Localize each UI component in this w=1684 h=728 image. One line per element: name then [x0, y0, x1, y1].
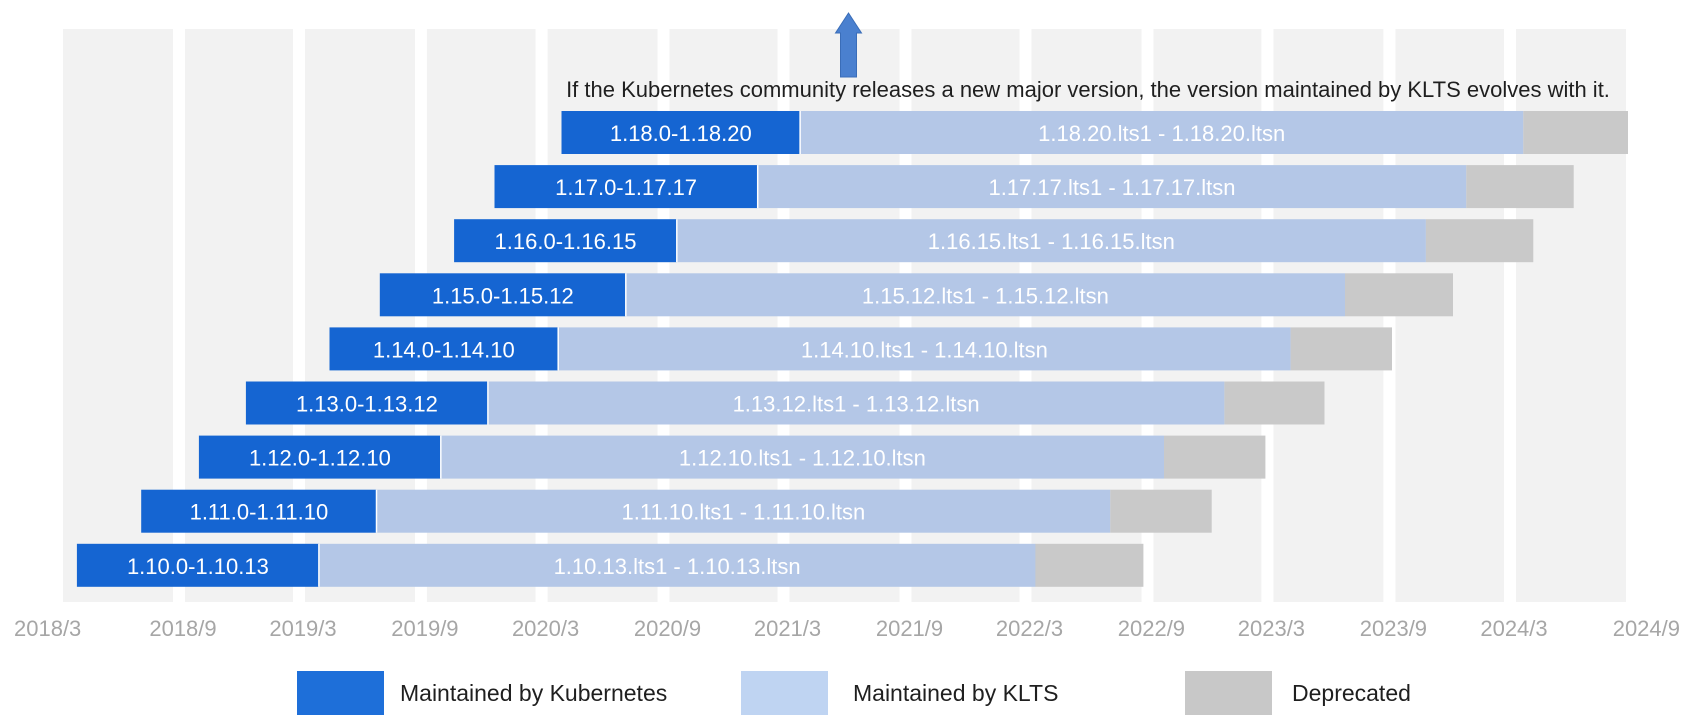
x-tick-label: 2021/9: [876, 616, 943, 641]
legend-item-klts: Maintained by KLTS: [741, 669, 1058, 717]
bar-row: 1.11.0-1.11.10 1.11.10.lts1 - 1.11.10.lts…: [141, 489, 1212, 533]
x-tick-label: 2021/3: [754, 616, 821, 641]
bar-klts: [558, 327, 1291, 371]
bars: 1.18.0-1.18.20 1.18.20.lts1 - 1.18.20.lts…: [76, 111, 1628, 587]
x-tick-label: 2024/3: [1480, 616, 1547, 641]
bar-row: 1.17.0-1.17.17 1.17.17.lts1 - 1.17.17.lts…: [494, 165, 1574, 209]
x-tick-label: 2022/9: [1118, 616, 1185, 641]
bar-row: 1.10.0-1.10.13 1.10.13.lts1 - 1.10.13.lts…: [76, 543, 1144, 587]
legend-item-kubernetes: Maintained by Kubernetes: [297, 669, 667, 717]
x-tick-label: 2018/3: [14, 616, 81, 641]
bar-label-kubernetes: 1.14.0-1.14.10: [373, 337, 515, 362]
bar-row: 1.18.0-1.18.20 1.18.20.lts1 - 1.18.20.lts…: [561, 111, 1628, 154]
legend-label-kubernetes: Maintained by Kubernetes: [400, 679, 668, 706]
bar-label-klts: 1.10.13.lts1 - 1.10.13.ltsn: [554, 554, 801, 579]
bar-kubernetes: [245, 381, 488, 425]
x-tick-label: 2023/3: [1238, 616, 1305, 641]
bar-label-kubernetes: 1.18.0-1.18.20: [610, 121, 752, 146]
bar-deprecated: [1345, 273, 1453, 317]
bar-label-klts: 1.12.10.lts1 - 1.12.10.ltsn: [679, 446, 926, 471]
bar-kubernetes: [494, 165, 758, 209]
annotation-text: If the Kubernetes community releases a n…: [566, 77, 1610, 102]
bar-row: 1.15.0-1.15.12 1.15.12.lts1 - 1.15.12.lts…: [379, 273, 1453, 317]
legend-swatch-kubernetes: [297, 671, 384, 715]
bar-kubernetes: [379, 273, 626, 317]
bar-klts: [625, 273, 1345, 317]
bar-klts: [676, 219, 1426, 263]
bar-deprecated: [1290, 327, 1392, 371]
bar-row: 1.12.0-1.12.10 1.12.10.lts1 - 1.12.10.lts…: [198, 435, 1266, 479]
bar-kubernetes: [76, 543, 319, 587]
bar-deprecated: [1425, 219, 1534, 263]
bar-row: 1.16.0-1.16.15 1.16.15.lts1 - 1.16.15.lts…: [454, 219, 1534, 263]
bar-klts: [376, 489, 1111, 533]
bar-klts: [757, 165, 1467, 209]
x-tick-label: 2018/9: [149, 616, 216, 641]
bar-deprecated: [1035, 543, 1144, 587]
bar-label-klts: 1.11.10.lts1 - 1.11.10.ltsn: [622, 500, 866, 525]
bar-row: 1.14.0-1.14.10 1.14.10.lts1 - 1.14.10.lts…: [329, 327, 1392, 371]
bar-label-klts: 1.16.15.lts1 - 1.16.15.ltsn: [928, 229, 1175, 254]
legend-label-deprecated: Deprecated: [1292, 679, 1411, 706]
x-tick-label: 2019/3: [269, 616, 336, 641]
bar-kubernetes: [141, 489, 377, 533]
bar-klts: [800, 111, 1524, 154]
bar-label-kubernetes: 1.13.0-1.13.12: [296, 392, 438, 417]
bar-kubernetes: [561, 111, 801, 154]
x-tick-label: 2023/9: [1360, 616, 1427, 641]
bar-klts: [487, 381, 1225, 425]
bar-deprecated: [1164, 435, 1266, 479]
bar-klts: [440, 435, 1164, 479]
up-arrow-shape: [834, 12, 863, 78]
bar-label-klts: 1.14.10.lts1 - 1.14.10.ltsn: [801, 337, 1048, 362]
bar-label-klts: 1.17.17.lts1 - 1.17.17.ltsn: [988, 175, 1235, 200]
x-tick-label: 2019/9: [391, 616, 458, 641]
x-tick-label: 2020/3: [512, 616, 579, 641]
x-axis-ticks: 2018/3 2018/9 2019/3 2019/9 2020/3 2020/9 2021…: [14, 616, 1680, 641]
bar-deprecated: [1224, 381, 1325, 425]
bar-deprecated: [1466, 165, 1574, 209]
bar-kubernetes: [329, 327, 559, 371]
legend-item-deprecated: Deprecated: [1185, 669, 1411, 717]
bar-label-kubernetes: 1.12.0-1.12.10: [249, 446, 391, 471]
bar-klts: [318, 543, 1036, 587]
bar-kubernetes: [198, 435, 441, 479]
x-tick-label: 2022/3: [996, 616, 1063, 641]
x-tick-label: 2024/9: [1613, 616, 1680, 641]
up-arrow-icon: [834, 12, 863, 78]
bar-label-kubernetes: 1.17.0-1.17.17: [555, 175, 697, 200]
x-tick-label: 2020/9: [634, 616, 701, 641]
bar-deprecated: [1523, 111, 1628, 154]
bar-deprecated: [1110, 489, 1212, 533]
bar-label-kubernetes: 1.11.0-1.11.10: [190, 500, 329, 525]
legend: Maintained by Kubernetes Maintained by K…: [0, 669, 1684, 717]
bar-label-klts: 1.13.12.lts1 - 1.13.12.ltsn: [733, 392, 980, 417]
bar-label-klts: 1.18.20.lts1 - 1.18.20.ltsn: [1038, 121, 1285, 146]
legend-swatch-klts: [741, 671, 828, 715]
legend-swatch-deprecated: [1185, 671, 1272, 715]
bar-row: 1.13.0-1.13.12 1.13.12.lts1 - 1.13.12.lts…: [245, 381, 1325, 425]
bar-label-kubernetes: 1.15.0-1.15.12: [432, 283, 574, 308]
bar-label-kubernetes: 1.16.0-1.16.15: [495, 229, 637, 254]
bar-label-klts: 1.15.12.lts1 - 1.15.12.ltsn: [862, 283, 1109, 308]
legend-label-klts: Maintained by KLTS: [853, 679, 1059, 706]
bar-kubernetes: [454, 219, 677, 263]
bar-label-kubernetes: 1.10.0-1.10.13: [127, 554, 269, 579]
